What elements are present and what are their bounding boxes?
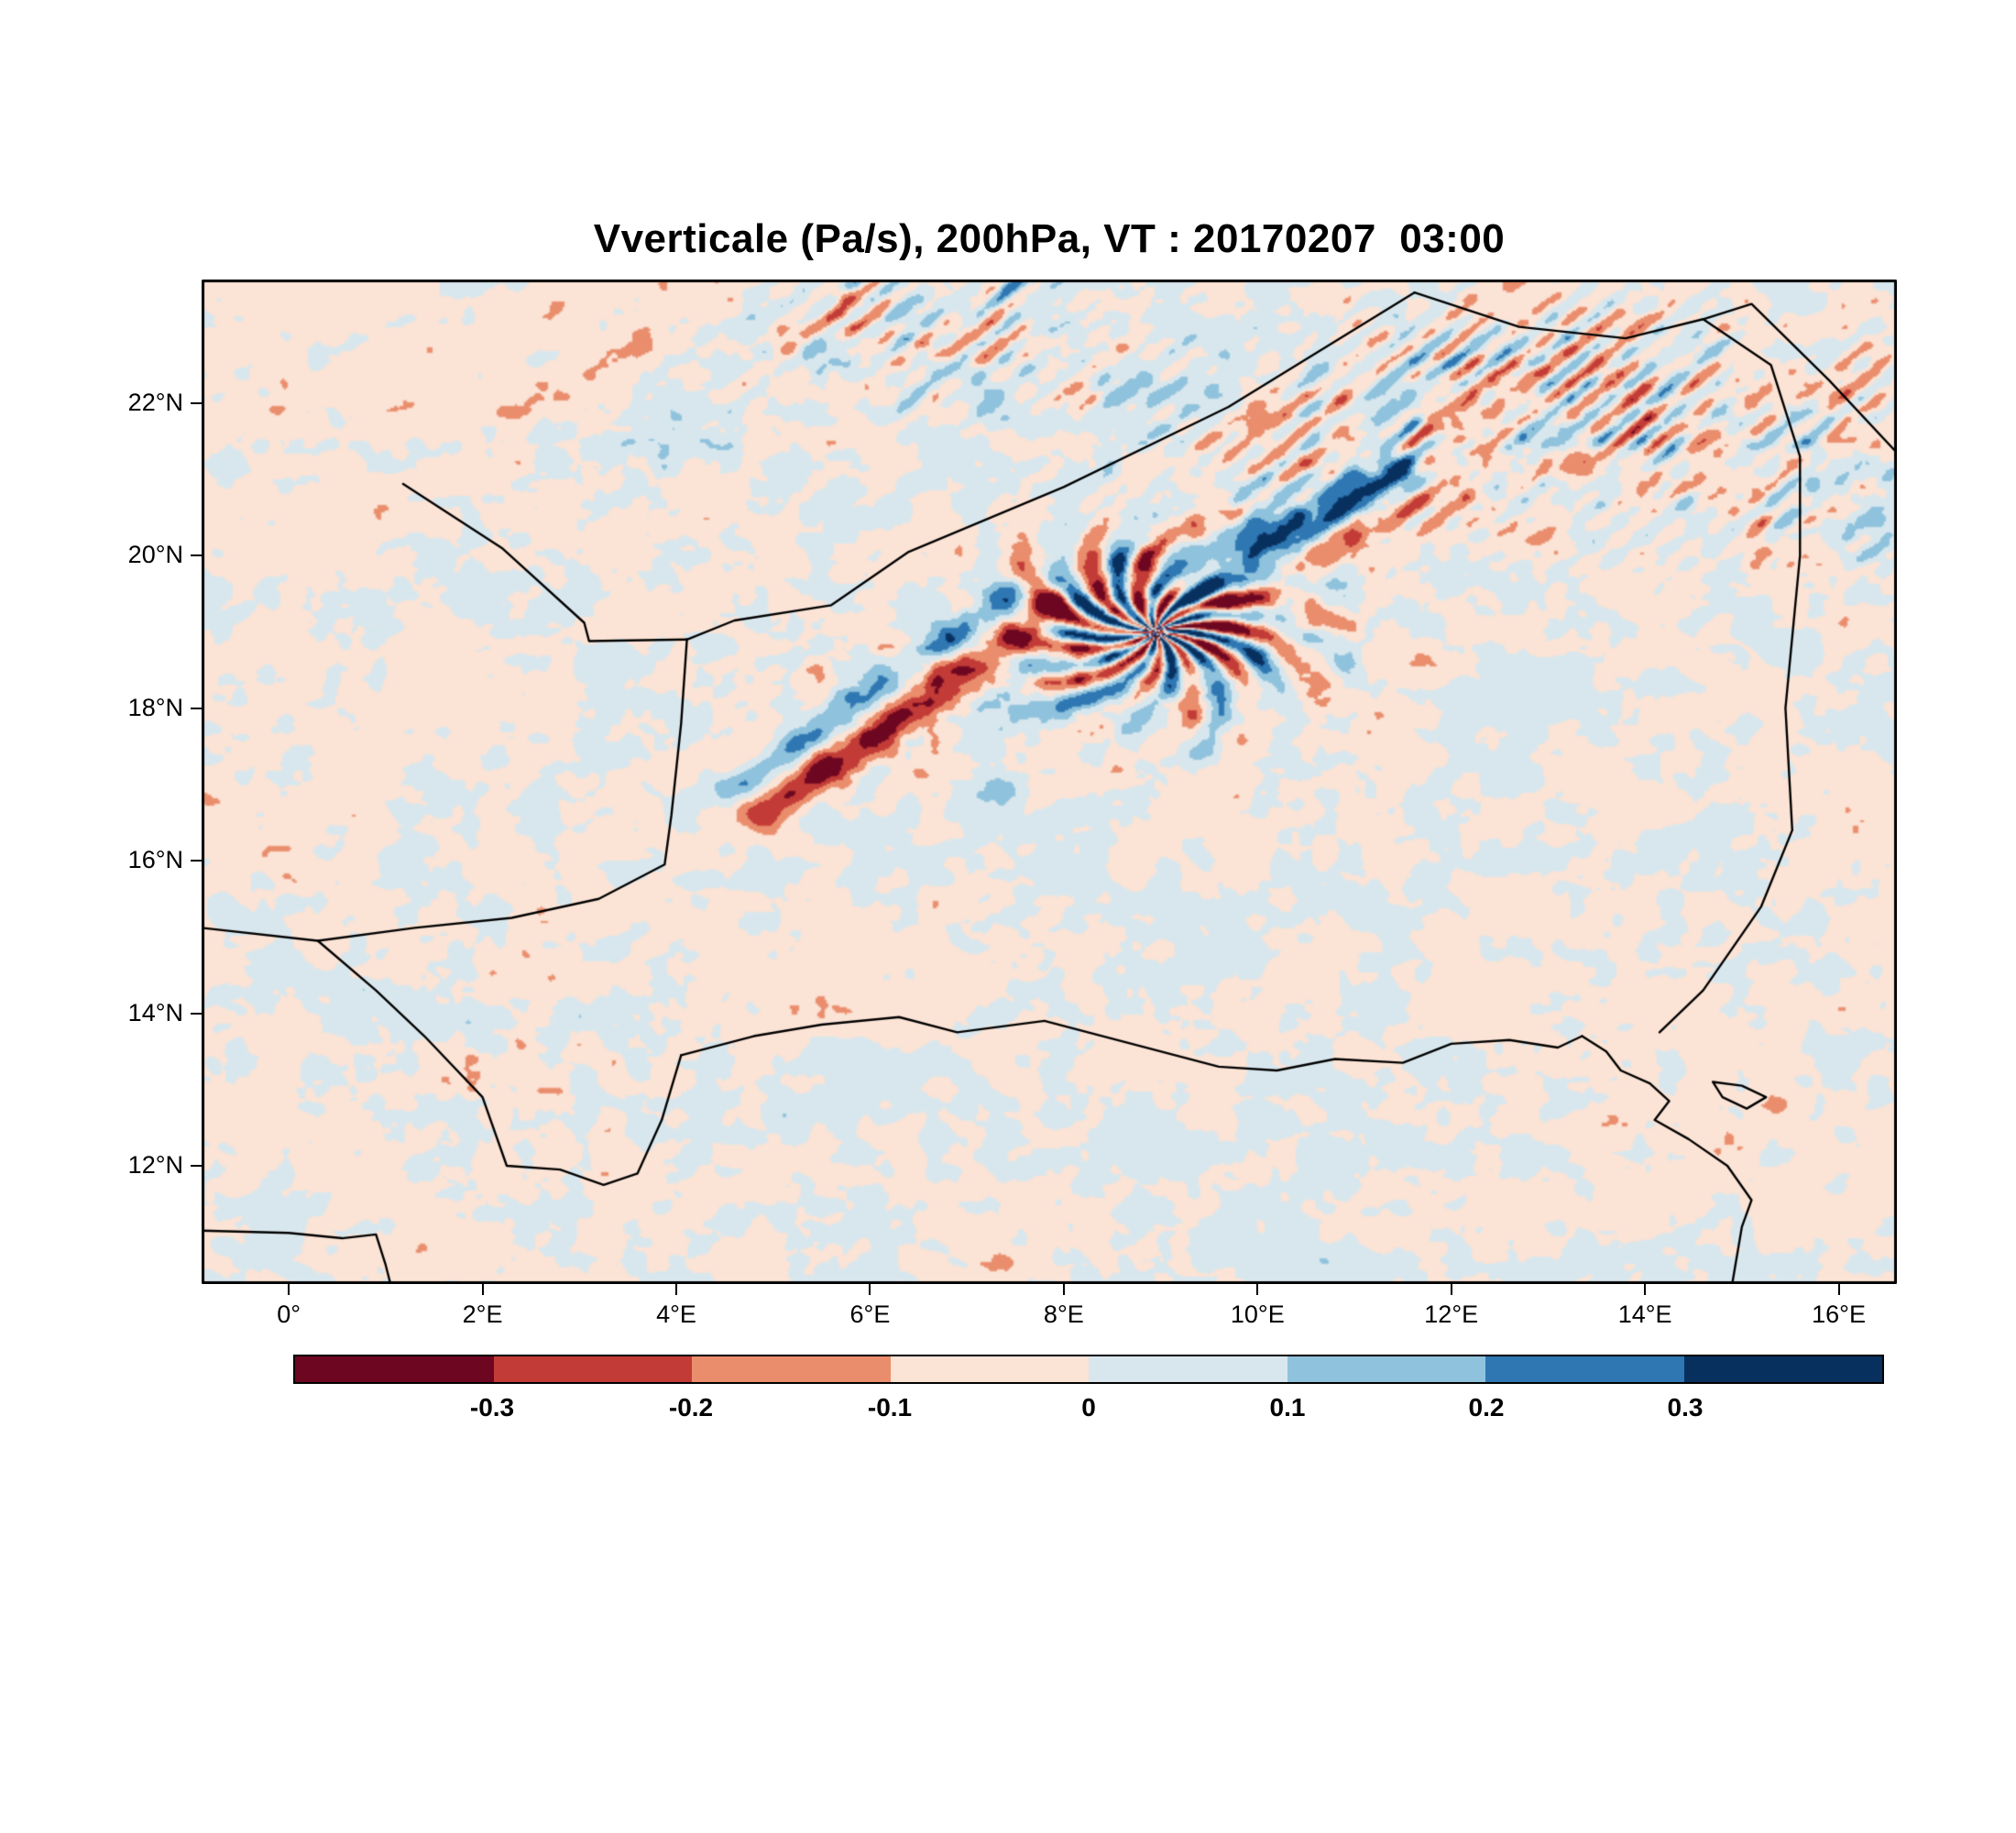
x-tick-label: 14°E (1617, 1301, 1672, 1328)
x-tick-mark (869, 1284, 871, 1295)
colorbar-segment (692, 1356, 891, 1382)
y-tick-label: 22°N (127, 388, 183, 416)
x-tick-mark (1837, 1284, 1840, 1295)
y-tick-mark (191, 554, 202, 557)
colorbar-tick-label: 0.2 (1468, 1393, 1505, 1421)
x-tick-mark (1256, 1284, 1259, 1295)
colorbar-tick-label: -0.1 (867, 1393, 913, 1421)
y-tick-label: 12°N (127, 1151, 183, 1179)
colorbar-segment (295, 1356, 494, 1382)
x-tick-mark (1062, 1284, 1065, 1295)
x-tick-label: 12°E (1424, 1301, 1479, 1328)
x-tick-label: 2°E (462, 1301, 503, 1328)
y-tick-label: 20°N (127, 541, 183, 569)
y-tick-mark (191, 860, 202, 862)
x-tick-mark (481, 1284, 484, 1295)
colorbar-segment (1485, 1356, 1684, 1382)
y-tick-label: 14°N (127, 998, 183, 1026)
y-tick-label: 18°N (127, 693, 183, 721)
y-tick-label: 16°N (127, 846, 183, 874)
colorbar-segment (1287, 1356, 1485, 1382)
x-tick-mark (1450, 1284, 1452, 1295)
plot-title: Vverticale (Pa/s), 200hPa, VT : 20170207… (593, 216, 1506, 261)
x-tick-label: 4°E (656, 1301, 696, 1328)
colorbar-segment (1683, 1356, 1882, 1382)
x-tick-label: 8°E (1043, 1301, 1084, 1328)
map-plot-canvas (202, 280, 1897, 1284)
colorbar-tick-label: 0.3 (1667, 1393, 1704, 1421)
colorbar (293, 1355, 1884, 1384)
colorbar-segment (493, 1356, 692, 1382)
y-tick-mark (191, 707, 202, 709)
colorbar-tick-label: -0.2 (668, 1393, 714, 1421)
y-tick-mark (191, 1165, 202, 1167)
x-tick-label: 16°E (1812, 1301, 1866, 1328)
colorbar-segment (890, 1356, 1089, 1382)
x-tick-label: 6°E (849, 1301, 891, 1328)
x-tick-mark (288, 1284, 290, 1295)
y-tick-mark (191, 1012, 202, 1015)
x-tick-mark (675, 1284, 677, 1295)
x-tick-mark (1644, 1284, 1647, 1295)
colorbar-segment (1089, 1356, 1287, 1382)
x-tick-label: 10°E (1230, 1301, 1285, 1328)
colorbar-tick-label: 0 (1081, 1393, 1096, 1421)
x-tick-label: 0° (277, 1301, 301, 1328)
colorbar-tick-label: 0.1 (1269, 1393, 1306, 1421)
colorbar-tick-label: -0.3 (469, 1393, 515, 1421)
y-tick-mark (191, 401, 202, 404)
